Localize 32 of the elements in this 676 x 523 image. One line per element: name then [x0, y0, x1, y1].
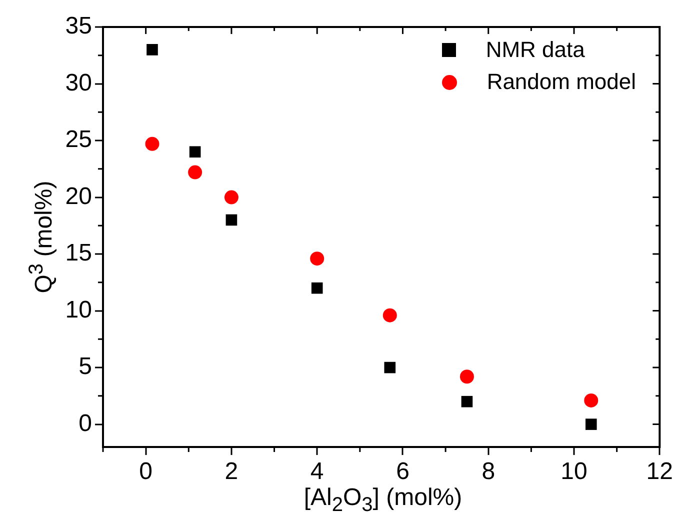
- y-tick-label: 30: [65, 69, 92, 96]
- point: [310, 252, 324, 266]
- x-tick-label: 0: [139, 458, 152, 486]
- point: [384, 362, 396, 374]
- point: [188, 165, 202, 180]
- y-tick-label: 25: [65, 126, 92, 154]
- point: [461, 396, 473, 408]
- point: [145, 136, 160, 151]
- x-tick-label: 6: [396, 458, 410, 486]
- x-tick-label: 2: [224, 458, 238, 486]
- point: [311, 282, 323, 294]
- point: [585, 418, 597, 430]
- point: [226, 214, 238, 226]
- x-tick-label: 10: [560, 458, 588, 486]
- y-tick-label: 15: [65, 240, 92, 267]
- y-tick-label: 20: [65, 182, 92, 210]
- point: [189, 146, 201, 158]
- y-tick-label: 35: [65, 12, 92, 40]
- legend-label: NMR data: [486, 37, 585, 63]
- point: [146, 44, 158, 56]
- x-axis-title: [Al$_{2}$O$_{3}$] (mol%): [302, 484, 464, 517]
- y-tick-label: 5: [78, 353, 92, 380]
- point: [382, 308, 397, 322]
- x-tick-label: 12: [646, 458, 674, 486]
- x-tick-label: 4: [310, 458, 324, 486]
- point: [224, 190, 238, 204]
- point: [584, 393, 598, 408]
- y-tick-label: 10: [65, 296, 92, 324]
- point: [460, 370, 474, 384]
- legend-label: Random model: [486, 69, 636, 95]
- y-tick-label: 0: [78, 410, 92, 437]
- x-tick-label: 8: [482, 458, 496, 486]
